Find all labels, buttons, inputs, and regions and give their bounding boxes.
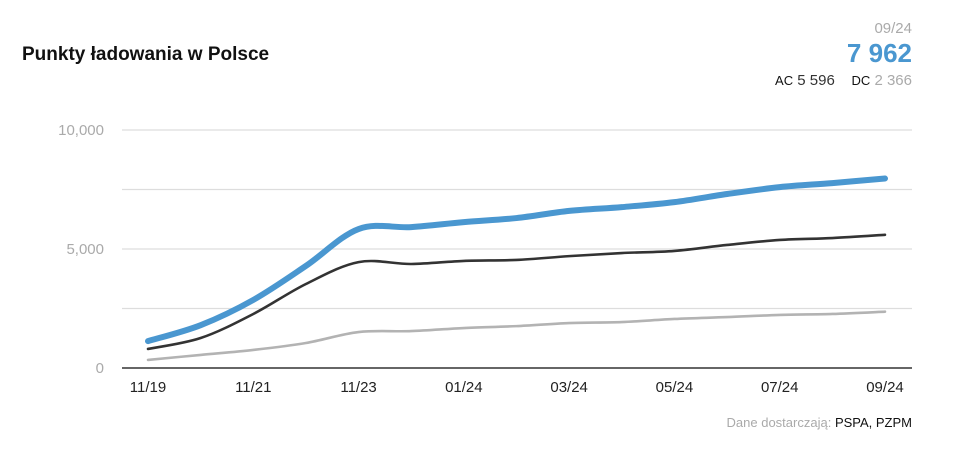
x-tick-label: 09/24 — [866, 379, 904, 396]
x-tick-label: 05/24 — [656, 379, 694, 396]
total-value: 7 962 — [846, 38, 912, 68]
y-tick-label: 5,000 — [66, 241, 104, 258]
series-line-dc — [146, 310, 887, 362]
series-line-total — [145, 175, 888, 345]
dc-label: DC — [851, 73, 871, 88]
series-line-ac — [146, 233, 887, 351]
x-tick-label: 07/24 — [761, 379, 799, 396]
x-tick-label: 11/19 — [130, 379, 166, 396]
y-tick-label: 0 — [96, 360, 104, 377]
ac-label: AC — [775, 73, 794, 88]
ac-dc-split: AC 5 596 DC 2 366 — [775, 72, 912, 89]
dc-value: 2 366 — [874, 72, 912, 89]
x-tick-label: 01/24 — [445, 379, 483, 396]
x-tick-label: 03/24 — [550, 379, 588, 396]
x-tick-label: 11/23 — [340, 379, 376, 396]
latest-date: 09/24 — [874, 20, 912, 37]
chart-title: Punkty ładowania w Polsce — [22, 44, 270, 65]
y-tick-label: 10,000 — [58, 122, 104, 139]
source-value: PSPA, PZPM — [834, 415, 912, 430]
ac-value: 5 596 — [797, 72, 835, 89]
x-tick-label: 11/21 — [235, 379, 271, 396]
source-note: Dane dostarczają: PSPA, PZPM — [727, 415, 912, 430]
source-label: Dane dostarczają: — [726, 415, 832, 430]
